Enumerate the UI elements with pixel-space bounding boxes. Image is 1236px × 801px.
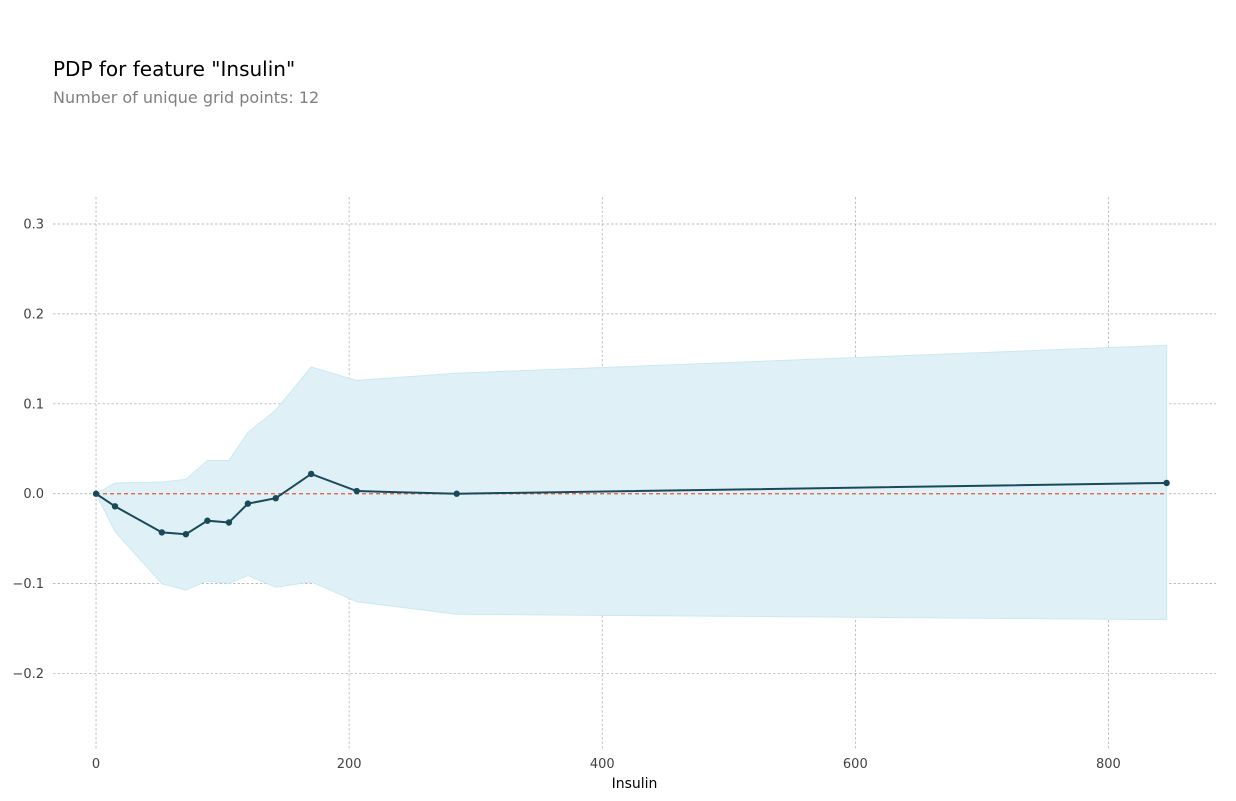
x-tick-label-0: 0 <box>92 757 100 772</box>
y-tick-label-0: −0.2 <box>12 667 44 682</box>
x-tick-label-2: 400 <box>590 757 615 772</box>
data-point-0 <box>92 490 100 497</box>
chart-title: PDP for feature "Insulin" <box>53 57 296 81</box>
x-tick-label-4: 800 <box>1096 757 1121 772</box>
y-tick-label-4: 0.2 <box>23 307 44 322</box>
data-point-11 <box>1163 479 1170 487</box>
x-tick-label-3: 600 <box>843 757 868 772</box>
data-point-8 <box>307 470 315 478</box>
y-tick-label-2: 0.0 <box>23 487 44 502</box>
data-point-2 <box>158 529 166 536</box>
confidence-band <box>95 344 1168 621</box>
data-point-6 <box>244 500 252 507</box>
y-tick-label-3: 0.1 <box>23 397 44 412</box>
y-tick-label-5: 0.3 <box>23 217 44 232</box>
data-point-1 <box>111 503 119 510</box>
x-axis-label: Insulin <box>612 776 658 792</box>
chart-subtitle: Number of unique grid points: 12 <box>53 88 320 107</box>
x-tick-label-1: 200 <box>337 757 362 772</box>
y-tick-label-1: −0.1 <box>12 577 44 592</box>
data-point-4 <box>204 517 211 524</box>
data-point-7 <box>272 495 279 502</box>
data-point-9 <box>353 487 360 495</box>
series-line-0 <box>95 472 1167 536</box>
data-point-10 <box>453 490 460 497</box>
data-point-5 <box>225 519 233 526</box>
data-point-3 <box>182 530 190 538</box>
